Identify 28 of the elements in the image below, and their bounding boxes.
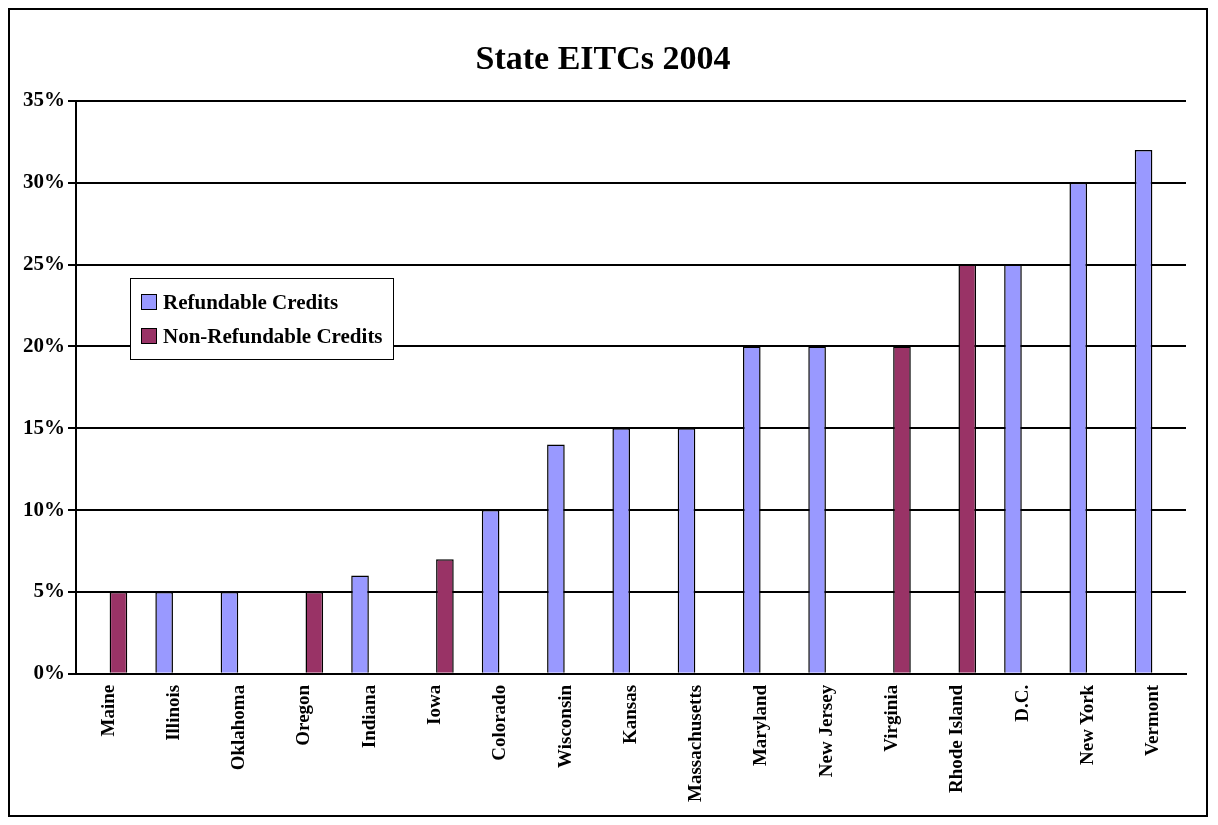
y-tick-label: 15% — [23, 414, 65, 439]
x-tick-label: Rhode Island — [945, 684, 967, 794]
y-tick-label: 30% — [23, 169, 65, 194]
y-tick-label: 0% — [33, 660, 65, 685]
x-tick-label: Massachusetts — [684, 684, 706, 803]
x-tick-label: Illinois — [161, 684, 183, 741]
y-tick-label: 5% — [33, 578, 65, 603]
chart-title: State EITCs 2004 — [475, 39, 731, 77]
y-tick-label: 35% — [23, 87, 65, 112]
x-tick-label: Wisconsin — [553, 684, 575, 768]
x-tick-label: Vermont — [1141, 684, 1163, 756]
legend-label: Non-Refundable Credits — [163, 323, 383, 350]
x-tick-label: Kansas — [618, 684, 640, 744]
x-tick-label: Oregon — [292, 684, 314, 746]
x-tick-label: New Jersey — [814, 684, 836, 778]
x-tick-label: Oklahoma — [227, 684, 249, 771]
x-tick-label: Maryland — [749, 684, 771, 767]
y-tick-label: 10% — [23, 496, 65, 521]
x-tick-label: New York — [1075, 684, 1097, 765]
x-tick-label: Virginia — [880, 684, 902, 752]
x-tick-label: Iowa — [423, 684, 445, 725]
x-tick-label: Indiana — [357, 684, 379, 749]
x-tick-label: D.C. — [1010, 684, 1032, 722]
y-tick-label: 20% — [23, 332, 65, 357]
legend-label: Refundable Credits — [163, 289, 339, 316]
y-tick-label: 25% — [23, 250, 65, 275]
x-tick-label: Maine — [96, 684, 118, 737]
x-tick-label: Colorado — [488, 684, 510, 761]
